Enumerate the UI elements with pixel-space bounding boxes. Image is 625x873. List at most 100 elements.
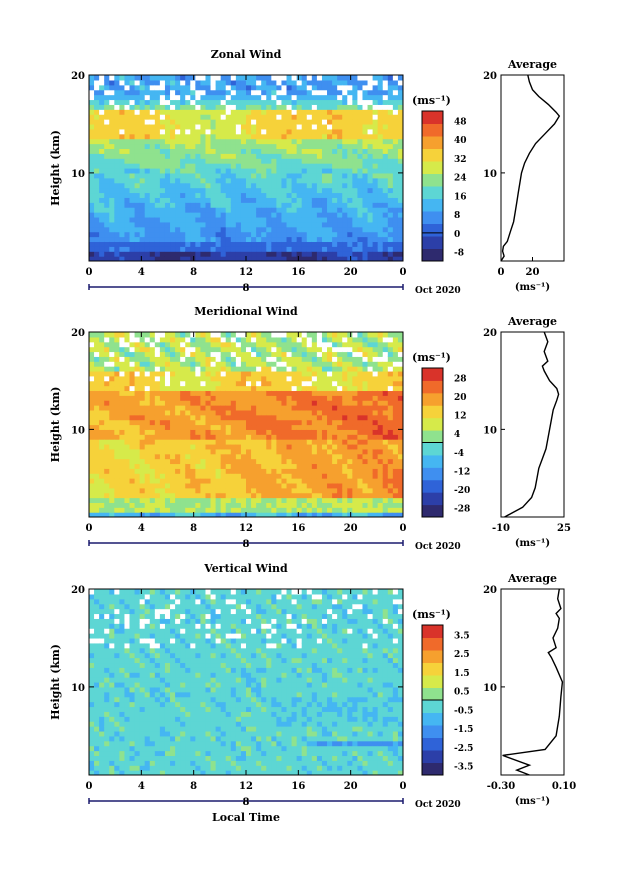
heatmap-cell [104,414,110,421]
heatmap-cell [149,177,156,184]
heatmap-cell [377,482,384,489]
heatmap-cell [109,79,115,86]
heatmap-cell [129,395,136,401]
heatmap-cell [311,197,318,203]
heatmap-cell [276,236,283,243]
heatmap-cell [296,226,303,233]
heatmap-cell [281,84,288,91]
heatmap-cell [337,119,343,125]
heatmap-cell [377,395,384,401]
heatmap-cell [129,123,136,130]
heatmap-cell [175,251,181,257]
heatmap-cell [321,351,328,357]
heatmap-cell [139,497,146,503]
heatmap-cell [327,241,333,247]
heatmap-cell [291,443,298,450]
heatmap-cell [114,336,120,343]
heatmap-cell [175,143,181,150]
heatmap-cell [159,212,166,218]
heatmap-cell [372,138,379,145]
heatmap-cell [301,197,308,203]
heatmap-cell [230,246,237,252]
heatmap-cell [311,192,318,198]
heatmap-cell [129,507,136,513]
heatmap-cell [109,182,115,189]
heatmap-cell [271,463,277,469]
heatmap-cell [332,143,338,150]
heatmap-cell [180,94,186,101]
heatmap-cell [357,424,364,430]
heatmap-cell [306,458,313,465]
heatmap-cell [159,168,166,174]
heatmap-cell [190,346,196,353]
heatmap-cell [301,182,308,189]
heatmap-cell [342,197,348,203]
heatmap-cell [99,84,105,91]
heatmap-cell [139,473,146,479]
heatmap-cell [362,138,369,145]
heatmap-cell [200,148,207,154]
heatmap-cell [225,487,232,494]
heatmap-cell [372,143,379,150]
heatmap-cell [185,241,191,247]
x-tick-label: 20 [344,267,358,278]
heatmap-cell [195,123,202,130]
heatmap-cell [261,502,267,508]
heatmap-cell [190,177,196,184]
heatmap-cell [266,207,272,213]
heatmap-cell [154,453,161,460]
heatmap-cell [296,429,303,435]
heatmap-cell [306,84,313,91]
heatmap-cell [286,99,293,105]
heatmap-cell [321,182,328,189]
heatmap-cell [190,207,196,213]
heatmap-cell [154,370,161,377]
heatmap-cell [215,434,222,440]
heatmap-cell [235,187,242,194]
heatmap-cell [397,202,403,208]
heatmap-cell [327,143,333,150]
heatmap-cell [261,246,267,252]
heatmap-cell [215,424,222,430]
heatmap-cell [377,366,384,372]
heatmap-cell [154,207,161,213]
heatmap-cell [316,75,323,81]
heatmap-cell [195,395,202,401]
heatmap-cell [185,482,191,489]
heatmap-cell [291,119,298,125]
heatmap-cell [89,706,95,712]
heatmap-cell [124,246,131,252]
heatmap-cell [129,487,136,494]
heatmap-cell [397,482,403,489]
heatmap-cell [104,385,110,392]
heatmap-cell [205,502,212,508]
heatmap-cell [124,390,131,396]
heatmap-cell [134,197,141,203]
colorbar-tick-label: -28 [454,505,470,515]
heatmap-cell [337,104,343,110]
date-label: Oct 2020 [415,286,461,296]
heatmap-cell [139,84,146,91]
heatmap-cell [311,172,318,179]
heatmap-cell [129,221,136,228]
heatmap-cell [362,473,369,479]
heatmap-cell [392,507,399,513]
heatmap-cell [94,231,100,238]
heatmap-cell [235,153,242,159]
heatmap-cell [225,163,232,169]
heatmap-cell [276,512,283,517]
heatmap-cell [154,405,161,411]
heatmap-cell [367,463,374,469]
heatmap-cell [170,366,176,372]
heatmap-cell [256,502,262,508]
heatmap-cell [392,453,399,460]
heatmap-cell [190,487,196,494]
heatmap-cell [104,119,110,125]
heatmap-cell [271,119,277,125]
heatmap-cell [170,99,176,105]
heatmap-cell [205,366,212,372]
heatmap-cell [266,187,272,194]
heatmap-cell [200,395,207,401]
heatmap-cell [382,94,389,101]
heatmap-cell [291,133,298,140]
